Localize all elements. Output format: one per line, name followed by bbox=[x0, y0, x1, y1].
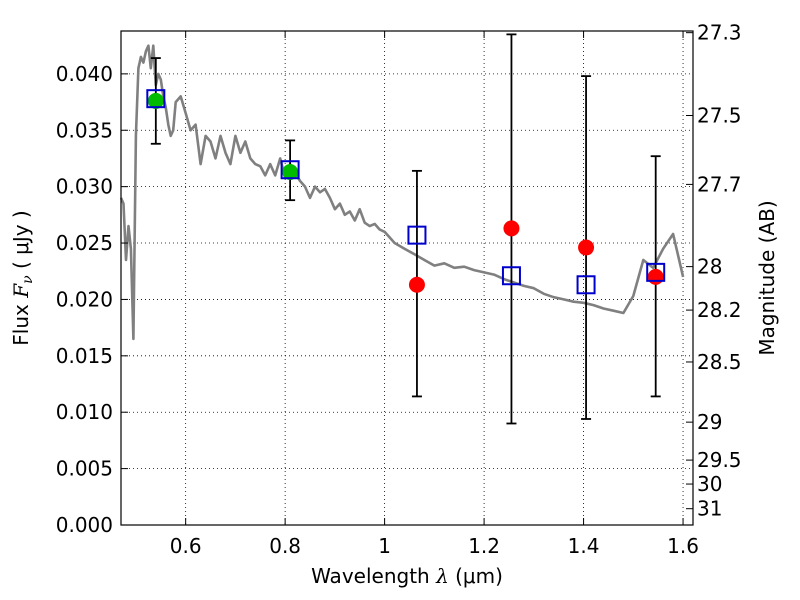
observed-point bbox=[578, 239, 595, 256]
model-point bbox=[646, 262, 666, 282]
spectrum-layer bbox=[119, 44, 685, 341]
y-tick-label: 0.025 bbox=[56, 231, 113, 255]
x-axis-ticks: 0.6 0.8 1 1.2 1.4 1.6 bbox=[170, 31, 699, 558]
grid-lines bbox=[121, 31, 693, 525]
x-tick-label: 0.6 bbox=[170, 534, 202, 558]
y-tick-label: 0.020 bbox=[56, 287, 113, 311]
y-tick-label: 0.005 bbox=[56, 457, 113, 481]
magnitude-tick-label: 30 bbox=[697, 472, 722, 496]
model-point bbox=[407, 225, 427, 245]
x-axis-label: Wavelength λ (μm) bbox=[311, 564, 503, 588]
model-points-layer bbox=[146, 89, 666, 295]
model-point bbox=[280, 160, 300, 180]
model-point bbox=[501, 266, 521, 286]
x-tick-label: 0.8 bbox=[269, 534, 301, 558]
magnitude-tick-label: 29 bbox=[697, 410, 722, 434]
x-tick-label: 1.6 bbox=[667, 534, 699, 558]
errorbar-layer bbox=[150, 33, 661, 425]
y-tick-label: 0.035 bbox=[56, 118, 113, 142]
plot-frame bbox=[120, 30, 694, 526]
spectrum-line bbox=[119, 44, 685, 341]
model-point bbox=[576, 275, 596, 295]
y-tick-label: 0.040 bbox=[56, 62, 113, 86]
y-tick-label: 0.010 bbox=[56, 400, 113, 424]
y-tick-label: 0.015 bbox=[56, 344, 113, 368]
magnitude-tick-label: 27.7 bbox=[697, 172, 742, 196]
y-axis-ticks: 0.000 0.005 0.010 0.015 0.020 0.025 0.030 0.035… bbox=[56, 62, 128, 537]
x-tick-label: 1.4 bbox=[568, 534, 600, 558]
y-tick-label: 0.000 bbox=[56, 513, 113, 537]
magnitude-tick-label: 29.5 bbox=[697, 448, 742, 472]
x-tick-label: 1 bbox=[378, 534, 391, 558]
y-tick-label: 0.030 bbox=[56, 175, 113, 199]
magnitude-tick-label: 27.3 bbox=[697, 21, 742, 45]
magnitude-tick-label: 27.5 bbox=[697, 104, 742, 128]
magnitude-tick-label: 28.5 bbox=[697, 350, 742, 374]
observed-point bbox=[408, 276, 425, 293]
y-axis-label: Flux Fν ( μJy ) bbox=[9, 210, 36, 345]
x-tick-label: 1.2 bbox=[468, 534, 500, 558]
observed-point bbox=[503, 220, 520, 237]
magnitude-tick-label: 28.2 bbox=[697, 298, 742, 322]
magnitude-axis-label: Magnitude (AB) bbox=[755, 200, 779, 355]
magnitude-tick-label: 31 bbox=[697, 497, 722, 521]
model-point bbox=[146, 89, 166, 109]
magnitude-tick-label: 28 bbox=[697, 255, 722, 279]
observed-point bbox=[647, 268, 664, 285]
